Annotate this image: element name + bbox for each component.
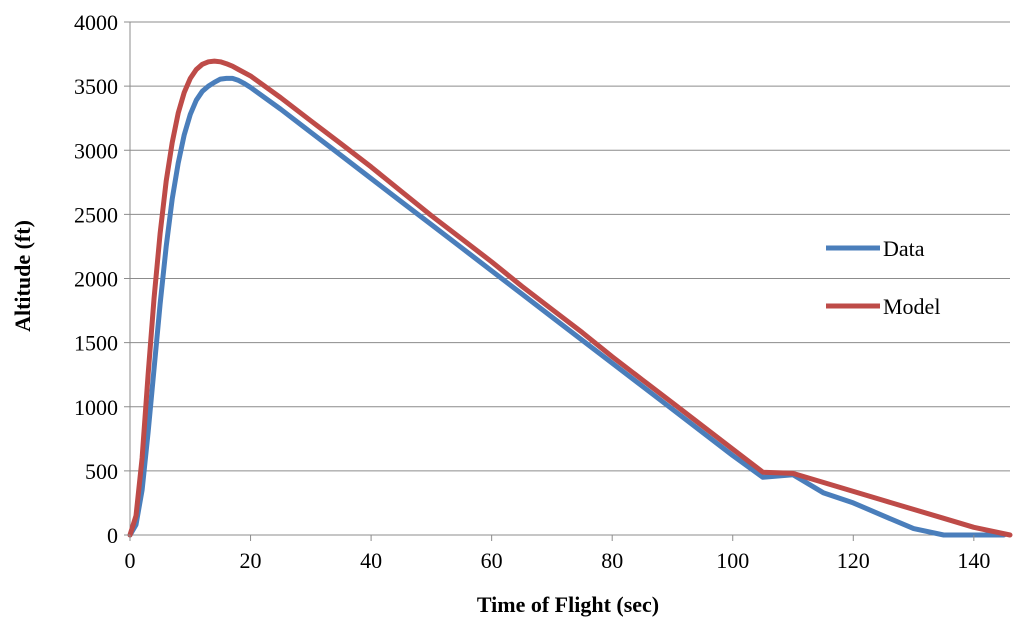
x-tick-label-140: 140 [957,548,990,573]
y-tick-label-1000: 1000 [74,395,118,420]
legend: Data Model [826,236,940,319]
y-tick-label-2000: 2000 [74,267,118,292]
series-line-data [127,75,1007,538]
y-tick-label-2500: 2500 [74,202,118,227]
legend-label-model: Model [883,294,940,319]
x-tick-label-0: 0 [125,548,136,573]
y-tick-label-0: 0 [107,523,118,548]
x-tick-label-60: 60 [481,548,503,573]
x-tick-label-120: 120 [837,548,870,573]
x-tick-label-100: 100 [716,548,749,573]
y-tick-label-3500: 3500 [74,74,118,99]
x-tick-label-20: 20 [240,548,262,573]
ticks-layer: 0 500 1000 1500 2000 2500 3000 3500 4000 0 20 40 60 8… [74,10,990,573]
x-tick-label-40: 40 [360,548,382,573]
x-tick-label-80: 80 [601,548,623,573]
y-tick-label-3000: 3000 [74,138,118,163]
x-axis-title: Time of Flight (sec) [477,592,659,617]
y-axis-title: Altitude (ft) [10,220,35,332]
y-tick-label-4000: 4000 [74,10,118,35]
series-line-model [127,58,1013,538]
series-layer [127,58,1013,538]
y-tick-label-1500: 1500 [74,331,118,356]
grid-layer [130,21,1010,472]
y-tick-label-500: 500 [85,459,118,484]
legend-label-data: Data [883,236,925,261]
